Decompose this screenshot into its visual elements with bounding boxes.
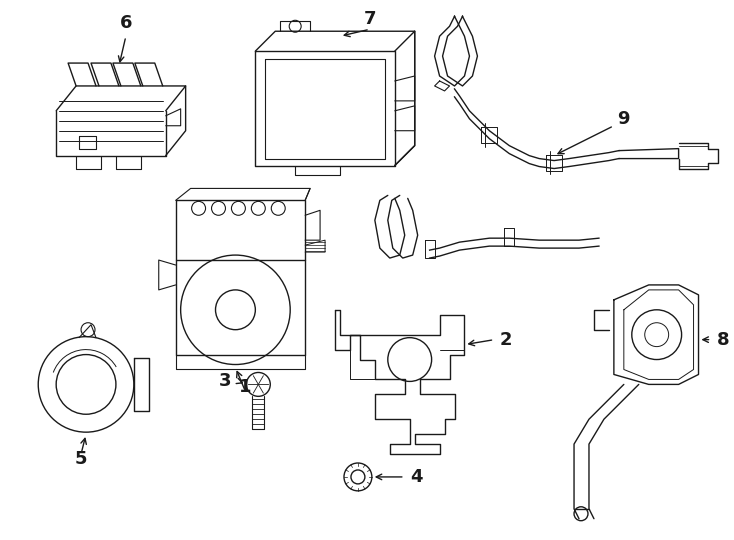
Text: 5: 5 (75, 450, 87, 468)
Text: 1: 1 (239, 379, 252, 396)
Text: 4: 4 (410, 468, 422, 486)
Text: 2: 2 (499, 330, 512, 349)
Text: 8: 8 (716, 330, 729, 349)
Text: 6: 6 (120, 14, 132, 32)
Text: 3: 3 (219, 373, 232, 390)
Text: 9: 9 (617, 110, 630, 128)
Text: 7: 7 (363, 10, 376, 28)
